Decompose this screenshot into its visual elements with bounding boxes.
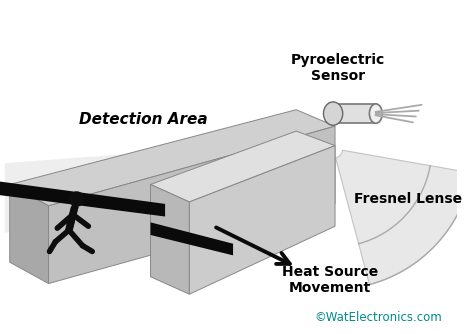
Polygon shape <box>336 150 471 285</box>
Polygon shape <box>5 139 330 233</box>
Polygon shape <box>151 222 233 256</box>
Text: Heat Source
Movement: Heat Source Movement <box>282 265 378 295</box>
Text: Fresnel Lense: Fresnel Lense <box>354 192 462 206</box>
Bar <box>333 104 376 123</box>
Circle shape <box>69 191 84 207</box>
Polygon shape <box>10 110 335 206</box>
Polygon shape <box>10 184 49 284</box>
Text: ©WatElectronics.com: ©WatElectronics.com <box>315 311 443 324</box>
Ellipse shape <box>324 102 343 125</box>
Polygon shape <box>0 182 165 216</box>
Polygon shape <box>151 131 335 202</box>
Text: Detection Area: Detection Area <box>80 112 208 127</box>
Text: Pyroelectric
Sensor: Pyroelectric Sensor <box>291 53 385 83</box>
Ellipse shape <box>327 104 340 123</box>
Polygon shape <box>65 207 79 230</box>
Polygon shape <box>151 184 189 294</box>
Polygon shape <box>189 146 335 294</box>
Polygon shape <box>49 126 335 284</box>
Ellipse shape <box>369 104 382 123</box>
